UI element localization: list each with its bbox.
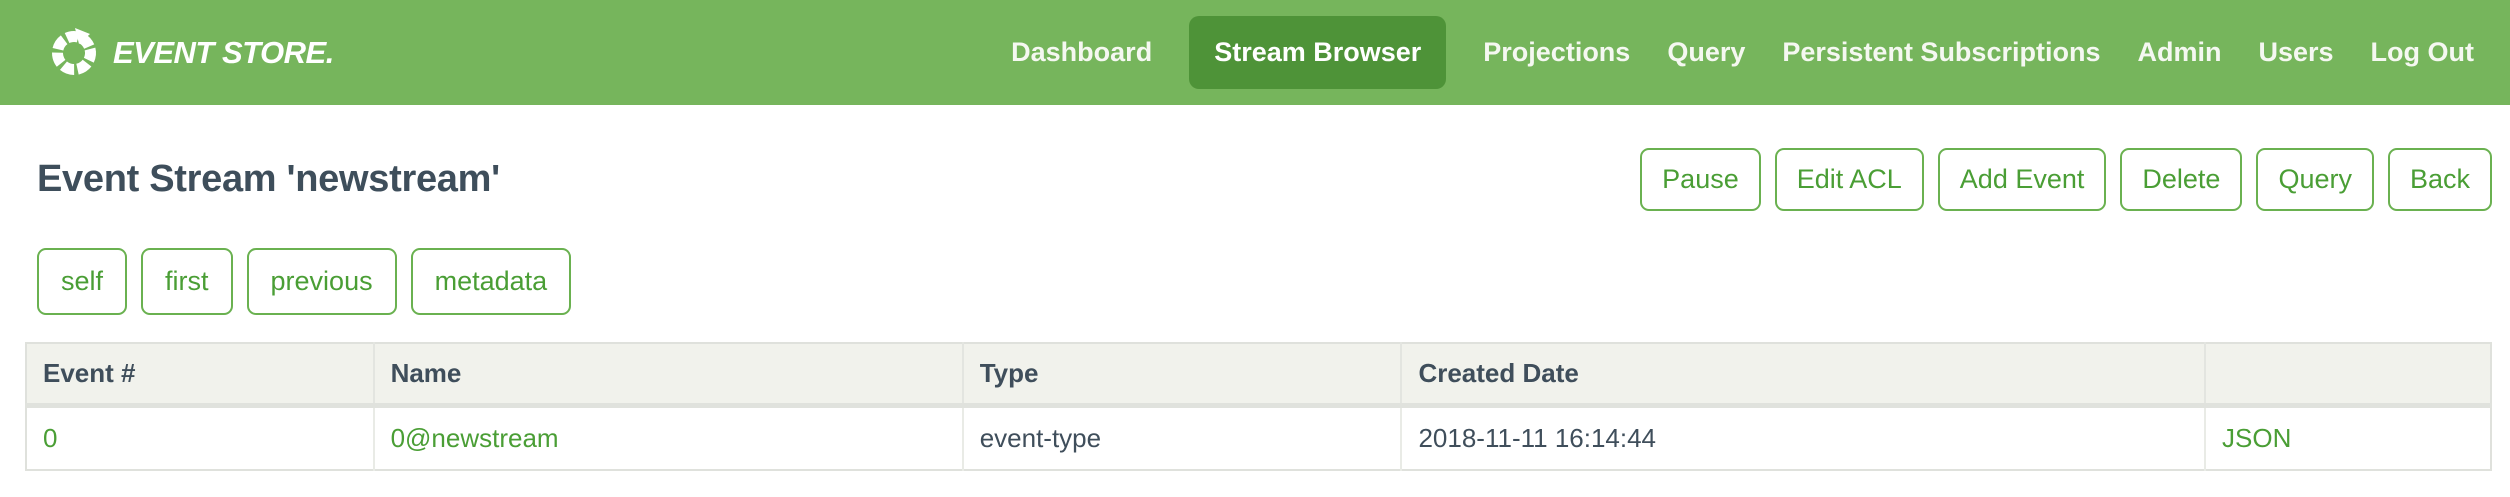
back-button[interactable]: Back [2387,148,2492,211]
top-navbar: EVENT STORE. Dashboard Stream Browser Pr… [0,0,2510,105]
nav-item-users[interactable]: Users [2258,37,2334,67]
stream-action-buttons: Pause Edit ACL Add Event Delete Query Ba… [1640,148,2492,211]
self-link-button[interactable]: self [37,248,128,315]
event-store-logo[interactable]: EVENT STORE. [48,27,334,79]
nav-menu: Dashboard Stream Browser Projections Que… [1011,16,2474,89]
column-header-event-number: Event # [26,343,375,408]
created-date-cell: 2018-11-11 16:14:44 [1401,405,2207,470]
page-title: Event Stream 'newstream' [37,158,500,200]
column-header-type: Type [962,343,1403,408]
query-button[interactable]: Query [2256,148,2374,211]
logo-text: EVENT STORE. [113,34,334,70]
column-header-data [2205,343,2491,408]
events-table: Event # Name Type Created Date 0 0@newst… [25,342,2492,471]
stream-pagination-links: self first previous metadata [25,248,2492,315]
page-header-row: Event Stream 'newstream' Pause Edit ACL … [25,148,2492,211]
event-number-link[interactable]: 0 [43,423,58,453]
first-link-button[interactable]: first [141,248,233,315]
delete-button[interactable]: Delete [2120,148,2243,211]
nav-item-persistent-subscriptions[interactable]: Persistent Subscriptions [1782,37,2101,67]
table-row: 0 0@newstream event-type 2018-11-11 16:1… [26,405,2491,470]
edit-acl-button[interactable]: Edit ACL [1774,148,1924,211]
nav-item-query[interactable]: Query [1667,37,1746,67]
pause-button[interactable]: Pause [1640,148,1761,211]
event-type-cell: event-type [962,405,1403,470]
event-store-ring-icon [48,27,100,79]
nav-item-dashboard[interactable]: Dashboard [1011,37,1153,67]
add-event-button[interactable]: Add Event [1937,148,2107,211]
table-header-row: Event # Name Type Created Date [26,343,2491,408]
nav-item-admin[interactable]: Admin [2137,37,2222,67]
main-content: Event Stream 'newstream' Pause Edit ACL … [0,148,2510,471]
event-name-link[interactable]: 0@newstream [390,423,559,453]
column-header-created-date: Created Date [1401,343,2207,408]
nav-item-projections[interactable]: Projections [1483,37,1631,67]
json-data-link[interactable]: JSON [2222,423,2292,453]
column-header-name: Name [373,343,964,408]
nav-item-log-out[interactable]: Log Out [2370,37,2474,67]
metadata-link-button[interactable]: metadata [410,248,572,315]
nav-item-stream-browser[interactable]: Stream Browser [1189,16,1447,89]
previous-link-button[interactable]: previous [246,248,397,315]
